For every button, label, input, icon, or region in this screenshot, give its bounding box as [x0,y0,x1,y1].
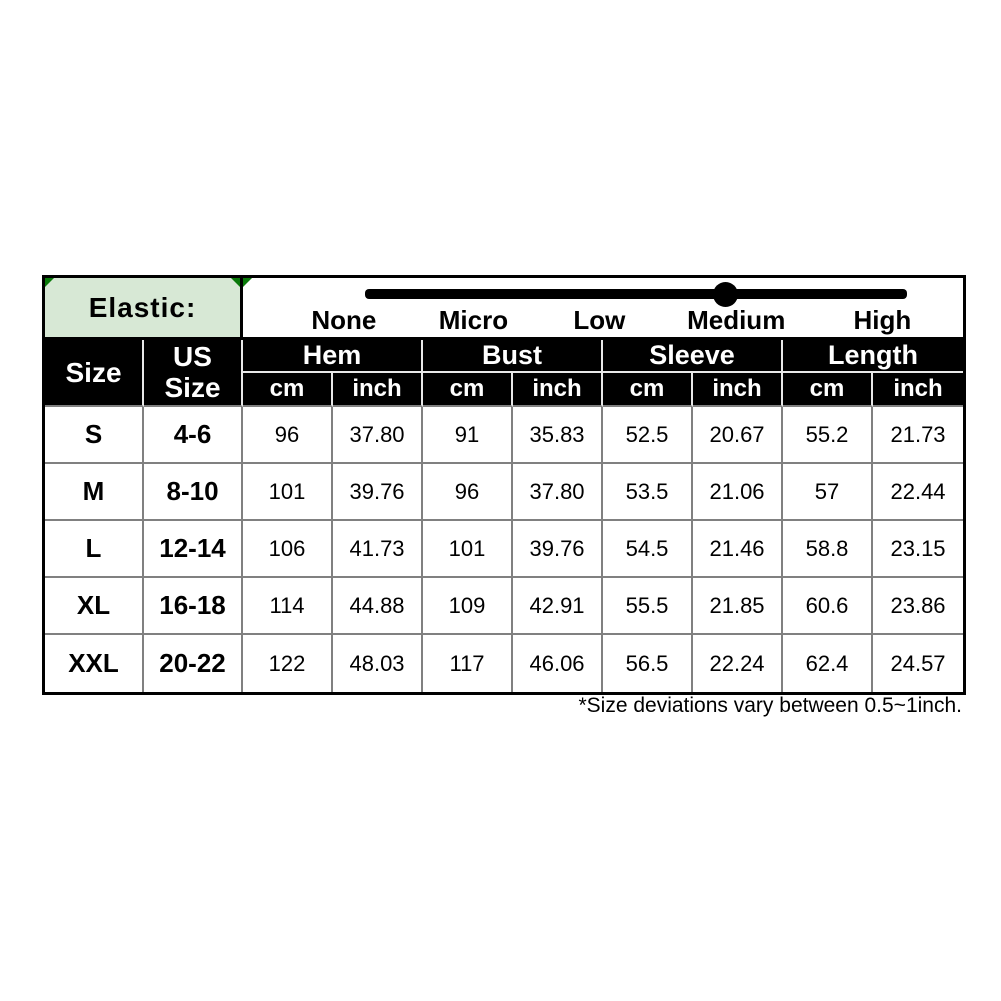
bust-cm-cell: 91 [423,407,514,464]
elastic-slider-bar [365,289,907,299]
length-cm-cell: 57 [783,464,874,521]
group-header-row: Size US Size Hem Bust Sleeve Length [45,340,964,407]
unit-header-inch: inch [333,373,424,407]
unit-header-cm: cm [243,373,334,407]
bust-cm-cell: 96 [423,464,514,521]
length-cm-cell: 55.2 [783,407,874,464]
size-column-header: Size [45,340,144,407]
sleeve-inch-cell: 22.24 [693,635,784,692]
sleeve-cm-cell: 52.5 [603,407,694,464]
cell-corner-marker-icon [231,278,241,287]
group-header-length: Length [783,340,964,373]
unit-header-cm: cm [423,373,514,407]
size-row-xxl: XXL 20-22 122 48.03 117 46.06 56.5 22.24… [45,635,964,692]
bust-cm-cell: 117 [423,635,514,692]
unit-header-cm: cm [783,373,874,407]
hem-cm-cell: 106 [243,521,334,578]
elastic-slider-dot [713,282,739,307]
size-cell: XL [45,578,144,635]
hem-cm-cell: 101 [243,464,334,521]
length-inch-cell: 24.57 [873,635,964,692]
size-chart-sheet: Elastic: None Micro Low Medium High [42,275,967,695]
unit-header-cm: cm [603,373,694,407]
bust-inch-cell: 42.91 [513,578,604,635]
cell-corner-marker-icon [243,278,253,287]
elastic-label: Elastic: [88,291,197,323]
elastic-level-label-low: Low [573,305,626,335]
group-header-bust: Bust [423,340,604,373]
unit-header-inch: inch [873,373,964,407]
cell-corner-marker-icon [45,278,54,287]
sleeve-cm-cell: 55.5 [603,578,694,635]
length-cm-cell: 62.4 [783,635,874,692]
unit-header-inch: inch [693,373,784,407]
hem-inch-cell: 41.73 [333,521,424,578]
elastic-row: Elastic: None Micro Low Medium High [45,278,964,340]
sleeve-cm-cell: 54.5 [603,521,694,578]
length-inch-cell: 23.86 [873,578,964,635]
sleeve-inch-cell: 21.85 [693,578,784,635]
unit-header-inch: inch [513,373,604,407]
elastic-level-label-high: High [853,305,912,335]
us-size-column-header: US Size [144,340,244,407]
bust-inch-cell: 46.06 [513,635,604,692]
us-size-cell: 4-6 [144,407,244,464]
unit-header-row: cm inch cm inch cm inch cm inch [45,373,964,407]
hem-cm-cell: 96 [243,407,334,464]
size-cell: XXL [45,635,144,692]
elastic-label-cell: Elastic: [45,278,244,340]
sleeve-cm-cell: 56.5 [603,635,694,692]
sleeve-cm-cell: 53.5 [603,464,694,521]
hem-inch-cell: 48.03 [333,635,424,692]
length-cm-cell: 58.8 [783,521,874,578]
length-inch-cell: 22.44 [873,464,964,521]
hem-inch-cell: 44.88 [333,578,424,635]
bust-inch-cell: 37.80 [513,464,604,521]
hem-inch-cell: 39.76 [333,464,424,521]
hem-inch-cell: 37.80 [333,407,424,464]
sleeve-inch-cell: 21.06 [693,464,784,521]
size-row-s: S 4-6 96 37.80 91 35.83 52.5 20.67 55.2 … [45,407,964,464]
size-cell: L [45,521,144,578]
bust-inch-cell: 35.83 [513,407,604,464]
us-size-cell: 12-14 [144,521,244,578]
size-deviation-footnote: *Size deviations vary between 0.5~1inch. [578,694,963,717]
size-chart-table: Elastic: None Micro Low Medium High [42,275,967,695]
elastic-level-label-none: None [311,305,377,335]
size-row-l: L 12-14 106 41.73 101 39.76 54.5 21.46 5… [45,521,964,578]
us-size-cell: 8-10 [144,464,244,521]
elastic-scale-cell: None Micro Low Medium High [243,278,964,340]
group-header-sleeve: Sleeve [603,340,784,373]
length-inch-cell: 21.73 [873,407,964,464]
size-cell: M [45,464,144,521]
size-row-m: M 8-10 101 39.76 96 37.80 53.5 21.06 57 … [45,464,964,521]
length-inch-cell: 23.15 [873,521,964,578]
size-row-xl: XL 16-18 114 44.88 109 42.91 55.5 21.85 … [45,578,964,635]
hem-cm-cell: 114 [243,578,334,635]
us-size-cell: 20-22 [144,635,244,692]
us-size-cell: 16-18 [144,578,244,635]
bust-cm-cell: 101 [423,521,514,578]
elastic-level-label-micro: Micro [438,305,509,335]
sleeve-inch-cell: 20.67 [693,407,784,464]
elastic-level-label-medium: Medium [687,305,786,335]
sleeve-inch-cell: 21.46 [693,521,784,578]
group-header-hem: Hem [243,340,424,373]
size-cell: S [45,407,144,464]
hem-cm-cell: 122 [243,635,334,692]
length-cm-cell: 60.6 [783,578,874,635]
bust-cm-cell: 109 [423,578,514,635]
bust-inch-cell: 39.76 [513,521,604,578]
